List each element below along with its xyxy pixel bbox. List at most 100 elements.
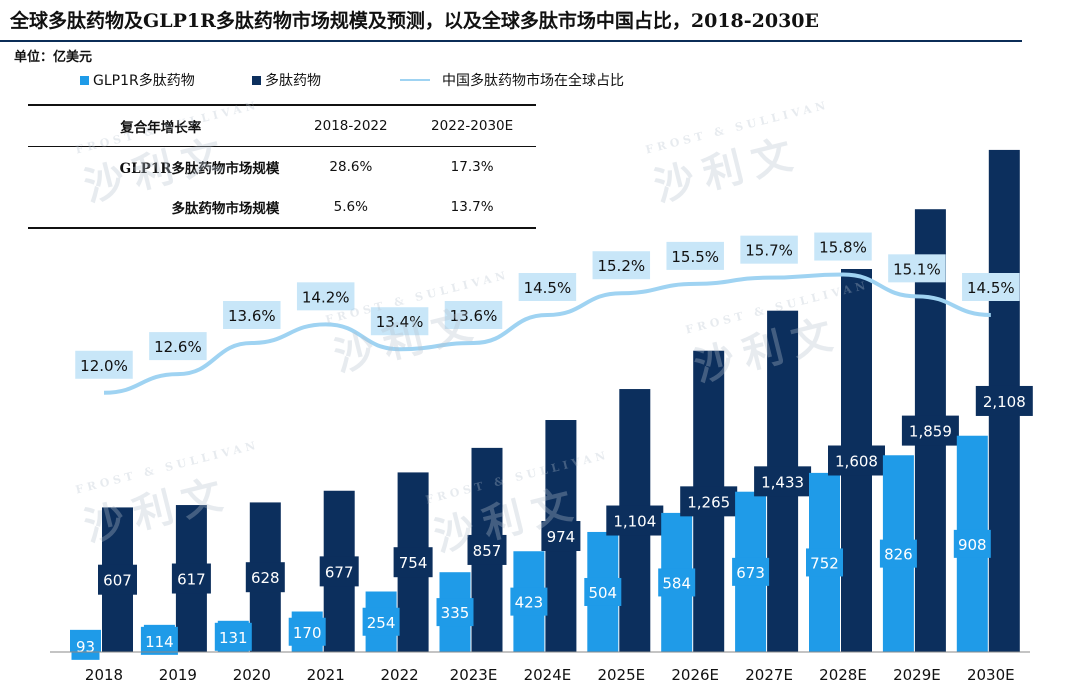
glp1r-label-bg xyxy=(436,598,474,627)
peptide-label-bg xyxy=(680,486,738,517)
legend-line-china-share xyxy=(400,79,430,81)
glp1r-value-label: 423 xyxy=(515,594,544,612)
legend-label-china-share: 中国多肽药物市场在全球占比 xyxy=(442,73,624,89)
peptide-label-bg xyxy=(245,562,285,593)
glp1r-label-bg xyxy=(140,626,178,655)
glp1r-label-bg xyxy=(584,577,622,606)
legend-label-glp1r: GLP1R多肽药物 xyxy=(93,73,195,89)
peptide-value-label: 857 xyxy=(473,542,502,560)
peptide-label-bg xyxy=(98,564,137,595)
glp1r-label-bg xyxy=(71,631,100,660)
china-share-label: 13.6% xyxy=(228,307,276,325)
legend-swatch-glp1r xyxy=(80,75,89,85)
x-tick-label: 2028E xyxy=(819,666,867,684)
peptide-value-label: 617 xyxy=(177,571,206,589)
cagr-header-period1: 2018-2022 xyxy=(293,104,409,147)
glp1r-value-label: 335 xyxy=(441,604,470,622)
peptide-value-label: 2,108 xyxy=(983,393,1026,411)
china-share-label-bg xyxy=(149,332,207,361)
peptide-value-label: 628 xyxy=(251,569,280,587)
legend-item-china-share: 中国多肽药物市场在全球占比 xyxy=(400,70,624,90)
peptide-value-label: 677 xyxy=(325,563,354,581)
title-rule xyxy=(0,40,1022,42)
cagr-cell: 17.3% xyxy=(450,159,494,175)
china-share-label: 13.6% xyxy=(450,307,498,325)
x-tick-label: 2029E xyxy=(893,666,941,684)
china-share-label-bg xyxy=(962,273,1020,301)
cagr-table: 复合年增长率 2018-2022 2022-2030E GLP1R多肽药物市场规… xyxy=(28,104,536,229)
table-row: 多肽药物市场规模 5.6% 13.7% xyxy=(28,187,536,229)
china-share-label: 12.6% xyxy=(154,338,202,356)
cagr-cell: 28.6% xyxy=(329,159,373,175)
glp1r-label-bg xyxy=(732,557,770,586)
peptide-label-bg xyxy=(606,505,664,536)
peptide-label-bg xyxy=(975,385,1033,416)
cagr-cell: 5.6% xyxy=(293,187,409,229)
china-share-label: 14.5% xyxy=(967,279,1015,297)
china-share-label: 15.7% xyxy=(745,242,793,260)
cagr-row-label: 多肽药物市场规模 xyxy=(28,187,294,229)
china-share-label: 14.5% xyxy=(524,279,572,297)
glp1r-value-label: 131 xyxy=(219,629,248,647)
legend-label-peptide: 多肽药物 xyxy=(265,73,321,89)
peptide-value-label: 1,104 xyxy=(613,513,656,531)
peptide-value-label: 607 xyxy=(103,572,132,590)
glp1r-label-bg xyxy=(879,539,917,568)
x-tick-label: 2020 xyxy=(233,666,271,684)
peptide-label-bg xyxy=(901,415,959,446)
china-share-label-bg xyxy=(888,254,946,283)
china-share-label: 13.4% xyxy=(376,313,424,331)
x-tick-label: 2027E xyxy=(745,666,793,684)
x-tick-label: 2023E xyxy=(450,666,498,684)
glp1r-value-label: 673 xyxy=(736,564,765,582)
peptide-label-bg xyxy=(467,534,507,565)
x-tick-label: 2022 xyxy=(381,666,419,684)
glp1r-value-label: 170 xyxy=(293,624,322,642)
peptide-value-label: 1,608 xyxy=(835,453,878,471)
china-share-label: 15.1% xyxy=(893,260,941,278)
glp1r-label-bg xyxy=(362,607,400,636)
peptide-value-label: 1,265 xyxy=(687,493,730,511)
china-share-label-bg xyxy=(740,235,798,264)
cagr-row-label: GLP1R多肽药物市场规模 xyxy=(119,161,280,177)
table-row: GLP1R多肽药物市场规模 28.6% 17.3% xyxy=(28,147,536,188)
china-share-label-bg xyxy=(223,301,281,329)
glp1r-value-label: 93 xyxy=(76,638,95,656)
china-share-label: 15.8% xyxy=(819,239,867,257)
peptide-label-bg xyxy=(754,466,812,497)
legend-item-glp1r: GLP1R多肽药物 xyxy=(80,70,195,90)
peptide-label-bg xyxy=(171,563,211,594)
x-tick-label: 2026E xyxy=(671,666,719,684)
peptide-label-bg xyxy=(393,547,433,578)
x-tick-label: 2019 xyxy=(159,666,197,684)
china-share-label-bg xyxy=(518,273,577,301)
glp1r-value-label: 584 xyxy=(662,574,691,592)
glp1r-value-label: 254 xyxy=(367,614,396,632)
china-share-label: 15.5% xyxy=(671,248,719,266)
glp1r-value-label: 826 xyxy=(884,546,913,564)
peptide-value-label: 1,859 xyxy=(909,423,952,441)
glp1r-value-label: 504 xyxy=(588,584,617,602)
peptide-value-label: 974 xyxy=(547,528,576,546)
china-share-line xyxy=(103,272,991,395)
glp1r-label-bg xyxy=(510,587,548,616)
china-share-label-bg xyxy=(370,307,429,336)
glp1r-label-bg xyxy=(658,568,696,597)
china-share-label: 15.2% xyxy=(597,257,645,275)
glp1r-value-label: 908 xyxy=(958,536,987,554)
x-tick-label: 2030E xyxy=(967,666,1015,684)
peptide-label-bg xyxy=(319,556,359,587)
legend-swatch-peptide xyxy=(252,75,261,85)
china-share-label: 12.0% xyxy=(80,357,128,375)
x-tick-label: 2024E xyxy=(524,666,572,684)
china-share-label-bg xyxy=(666,241,724,270)
cagr-header-label: 复合年增长率 xyxy=(28,104,294,147)
china-share-label-bg xyxy=(592,251,651,280)
china-share-label-bg xyxy=(444,301,503,329)
china-share-label-bg xyxy=(814,232,872,261)
glp1r-label-bg xyxy=(806,548,843,577)
chart-title: 全球多肽药物及GLP1R多肽药物市场规模及预测，以及全球多肽市场中国占比，201… xyxy=(10,10,820,32)
china-share-label-bg xyxy=(75,350,133,379)
cagr-cell: 13.7% xyxy=(408,187,536,229)
